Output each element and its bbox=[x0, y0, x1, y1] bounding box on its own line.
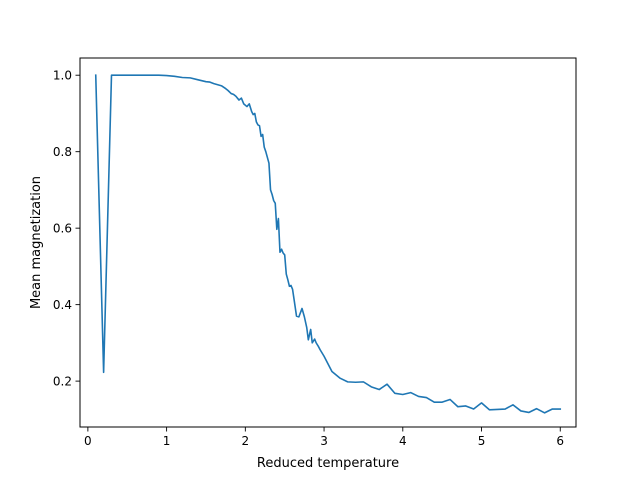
x-tick-label: 4 bbox=[399, 434, 407, 448]
axes-frame bbox=[79, 57, 577, 428]
y-tick-label: 1.0 bbox=[53, 69, 72, 83]
x-axis-label: Reduced temperature bbox=[257, 456, 399, 471]
series-line-0 bbox=[94, 74, 562, 414]
y-tick-label: 0.8 bbox=[53, 145, 72, 159]
y-axis: 0.2 0.4 0.6 0.8 1.0 bbox=[53, 69, 80, 389]
x-tick-label: 2 bbox=[242, 434, 250, 448]
x-tick-label: 5 bbox=[478, 434, 486, 448]
y-tick-label: 0.6 bbox=[53, 222, 72, 236]
x-tick-label: 6 bbox=[556, 434, 564, 448]
x-axis: 0 1 2 3 4 5 6 bbox=[84, 427, 564, 448]
x-tick-label: 3 bbox=[320, 434, 328, 448]
y-tick-label: 0.2 bbox=[53, 375, 72, 389]
x-tick-label: 1 bbox=[163, 434, 171, 448]
plot-layer bbox=[94, 74, 562, 414]
plot-area bbox=[80, 58, 576, 427]
x-tick-label: 0 bbox=[84, 434, 92, 448]
y-tick-label: 0.4 bbox=[53, 298, 72, 312]
y-axis-label: Mean magnetization bbox=[29, 176, 44, 309]
